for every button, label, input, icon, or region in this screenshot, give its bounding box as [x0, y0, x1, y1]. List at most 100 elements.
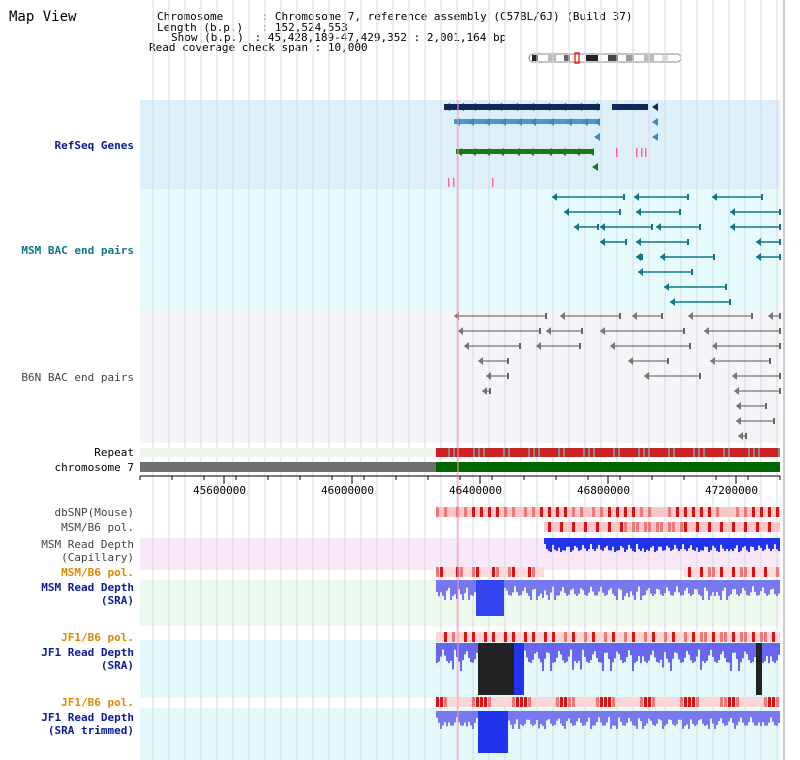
info-coverage: Read coverage check span : 10,000	[149, 42, 368, 53]
depth-bar	[744, 711, 746, 726]
depth-bar	[634, 711, 636, 726]
repeat-gap	[753, 448, 755, 457]
depth-bar	[750, 580, 752, 593]
gene-arrow	[498, 148, 504, 156]
depth-bar	[648, 538, 650, 551]
depth-bar	[514, 580, 516, 587]
pol-cell	[572, 697, 575, 707]
depth-bar	[574, 538, 576, 546]
repeat-gap	[668, 448, 670, 457]
depth-bar	[714, 580, 716, 597]
gene-arrow	[576, 103, 582, 111]
depth-bar	[534, 580, 536, 589]
pol-cell	[740, 567, 743, 577]
repeat-gap	[728, 448, 730, 457]
depth-bar	[772, 643, 774, 662]
depth-bar	[518, 711, 520, 729]
depth-bar	[766, 580, 768, 596]
depth-bar	[462, 711, 464, 726]
pol-cell	[732, 567, 735, 577]
depth-bar	[676, 538, 678, 549]
pol-cell	[684, 632, 687, 642]
bac-end	[545, 313, 547, 319]
depth-bar	[742, 538, 744, 548]
repeat-gap	[593, 448, 595, 457]
depth-bar	[678, 711, 680, 720]
depth-bar	[436, 580, 438, 592]
depth-bar	[642, 580, 644, 596]
label-jf1-depth-sra-1[interactable]: JF1 Read Depth	[41, 646, 134, 659]
depth-bar	[580, 580, 582, 589]
pol-cell	[572, 632, 575, 642]
label-msm-bac[interactable]: MSM BAC end pairs	[21, 244, 134, 257]
depth-bar	[662, 538, 664, 551]
pol-cell	[724, 697, 727, 707]
label-dbsnp[interactable]: dbSNP(Mouse)	[54, 506, 134, 519]
depth-bar	[474, 580, 476, 593]
depth-bar	[692, 711, 694, 725]
polymorphism-tracks	[436, 507, 780, 707]
depth-bar	[442, 711, 444, 726]
depth-bar	[550, 643, 552, 671]
depth-bar	[648, 580, 650, 589]
label-jf1-depth-trim-1[interactable]: JF1 Read Depth	[41, 711, 134, 724]
depth-bar	[588, 538, 590, 550]
depth-bar	[456, 711, 458, 718]
pol-cell	[560, 522, 563, 532]
depth-bar	[574, 711, 576, 726]
label-b6n-bac[interactable]: B6N BAC end pairs	[21, 371, 134, 384]
label-repeat[interactable]: Repeat	[94, 446, 134, 459]
pol-cell	[612, 632, 615, 642]
depth-bar	[558, 711, 560, 719]
depth-bar	[768, 538, 770, 549]
depth-bar	[606, 580, 608, 595]
depth-bar	[442, 580, 444, 596]
depth-bar	[532, 643, 534, 660]
label-jf1-b6-pol-2[interactable]: JF1/B6 pol.	[61, 696, 134, 709]
depth-bar	[580, 643, 582, 670]
bac-end-icon	[634, 193, 639, 201]
depth-bar	[732, 711, 734, 723]
depth-bar	[464, 643, 466, 655]
repeat-gap	[473, 448, 475, 457]
depth-bar	[774, 580, 776, 595]
label-jf1-b6-pol-1[interactable]: JF1/B6 pol.	[61, 631, 134, 644]
depth-bar	[696, 643, 698, 657]
depth-bar	[586, 580, 588, 596]
depth-bar	[672, 711, 674, 725]
depth-bar	[662, 711, 664, 729]
pol-cell	[488, 697, 491, 707]
repeat-track	[436, 448, 780, 457]
bac-end	[751, 313, 753, 319]
label-msm-depth-sra-1[interactable]: MSM Read Depth	[41, 581, 134, 594]
depth-bar	[560, 711, 562, 724]
depth-bar	[462, 643, 464, 661]
label-chromosome[interactable]: chromosome 7	[54, 461, 134, 474]
depth-bar	[742, 580, 744, 588]
depth-bar	[722, 538, 724, 549]
depth-bar	[514, 711, 516, 724]
bac-end	[779, 313, 781, 319]
bac-end	[769, 358, 771, 364]
repeat-gap	[723, 448, 725, 457]
pol-cell	[736, 507, 739, 517]
label-msm-depth-cap-1[interactable]: MSM Read Depth	[41, 538, 134, 551]
depth-bar	[718, 711, 720, 722]
depth-bar	[606, 711, 608, 723]
pol-cell	[524, 507, 527, 517]
depth-bar	[584, 580, 586, 595]
depth-bar	[548, 711, 550, 720]
depth-bar	[694, 580, 696, 590]
label-msm-b6-pol-1[interactable]: MSM/B6 pol.	[61, 521, 134, 534]
gene-mark	[448, 178, 450, 187]
depth-bar	[746, 711, 748, 726]
depth-bar	[624, 580, 626, 596]
label-msm-b6-pol-2[interactable]: MSM/B6 pol.	[61, 566, 134, 579]
depth-bar	[592, 538, 594, 550]
repeat-gap	[618, 448, 620, 457]
depth-bar	[686, 711, 688, 725]
depth-bar	[700, 643, 702, 670]
depth-bar	[674, 643, 676, 653]
label-refseq[interactable]: RefSeq Genes	[54, 139, 134, 152]
